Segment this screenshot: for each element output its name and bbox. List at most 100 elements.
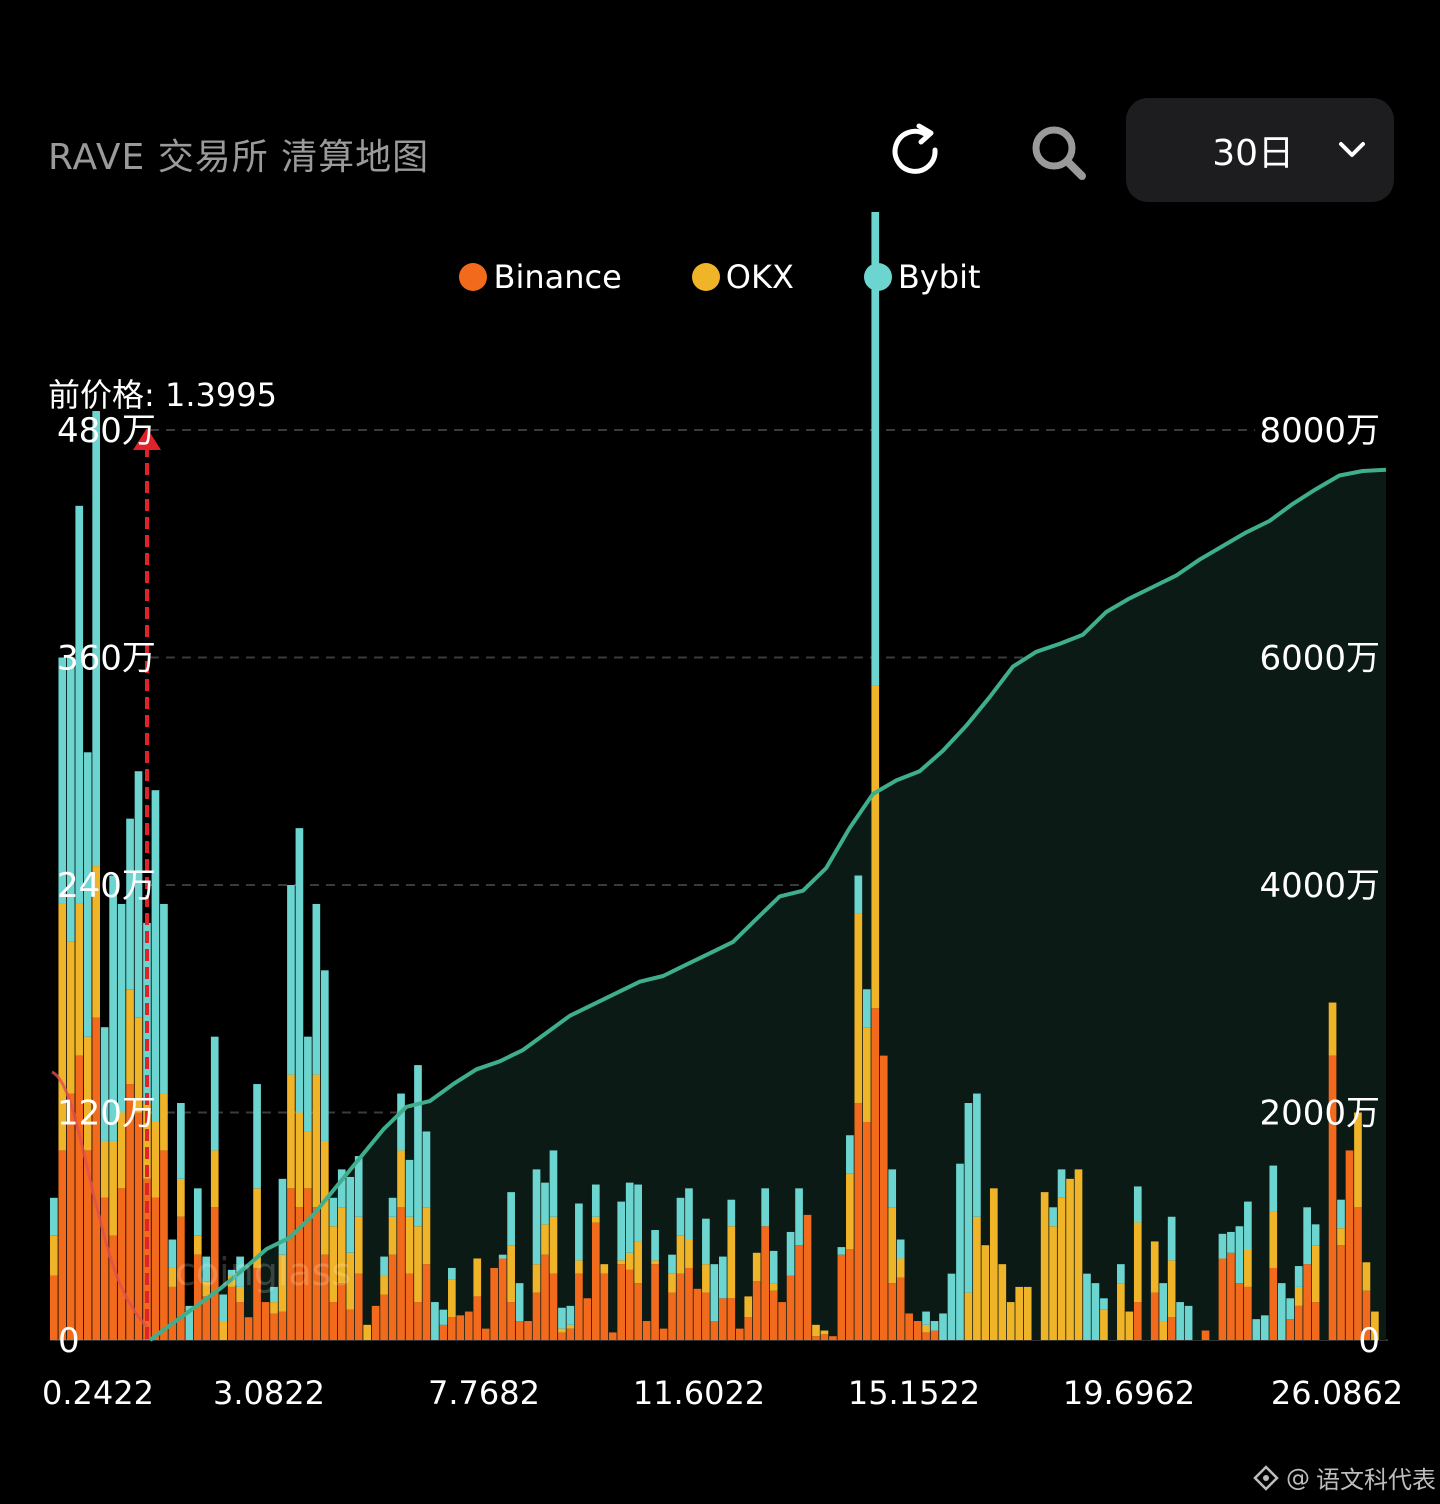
bar-bybit bbox=[1057, 1169, 1066, 1198]
refresh-icon[interactable] bbox=[885, 120, 949, 184]
bar-binance bbox=[1201, 1330, 1210, 1340]
bar-bybit bbox=[956, 1163, 964, 1340]
bar-binance bbox=[329, 1302, 338, 1340]
bar-bybit bbox=[1311, 1224, 1320, 1246]
bar-okx bbox=[752, 1252, 761, 1282]
bar-okx bbox=[575, 1260, 583, 1274]
bar-bybit bbox=[871, 211, 880, 686]
bar-binance bbox=[414, 1302, 422, 1340]
left-axis-tick: 360万 bbox=[57, 639, 156, 679]
bar-bybit bbox=[930, 1321, 939, 1331]
right-axis-tick: 0 bbox=[1358, 1321, 1380, 1361]
bar-bybit bbox=[278, 1178, 287, 1255]
page-title: RAVE 交易所 清算地图 bbox=[48, 137, 430, 178]
bar-bybit bbox=[922, 1311, 930, 1325]
bar-bybit bbox=[1277, 1283, 1286, 1341]
bar-bybit bbox=[964, 1103, 973, 1293]
search-icon[interactable] bbox=[1026, 120, 1090, 184]
bar-binance bbox=[507, 1302, 515, 1340]
bar-binance bbox=[1345, 1150, 1354, 1340]
bar-binance bbox=[405, 1273, 414, 1340]
bar-okx bbox=[973, 1216, 981, 1340]
bar-okx bbox=[422, 1207, 431, 1265]
bar-binance bbox=[473, 1296, 482, 1340]
bar-okx bbox=[354, 1216, 363, 1274]
coinglass-watermark: coinglass bbox=[175, 1250, 351, 1294]
bar-okx bbox=[92, 866, 101, 1018]
bar-binance bbox=[693, 1288, 702, 1340]
bar-binance bbox=[1311, 1302, 1320, 1340]
bar-okx bbox=[151, 1121, 160, 1198]
bar-binance bbox=[642, 1321, 651, 1340]
bar-binance bbox=[1269, 1267, 1278, 1340]
bar-bybit bbox=[1117, 1264, 1125, 1284]
bar-bybit bbox=[1260, 1315, 1269, 1340]
bar-bybit bbox=[1235, 1226, 1244, 1284]
bar-okx bbox=[1328, 1002, 1337, 1056]
bar-bybit bbox=[1176, 1302, 1184, 1340]
bar-okx bbox=[346, 1252, 355, 1310]
bar-binance bbox=[66, 1093, 75, 1340]
bar-bybit bbox=[270, 1286, 278, 1303]
bar-okx bbox=[617, 1260, 626, 1265]
right-axis-tick: 4000万 bbox=[1259, 866, 1380, 906]
bar-binance bbox=[930, 1330, 939, 1340]
bar-binance bbox=[50, 1275, 58, 1340]
bar-binance bbox=[1244, 1286, 1252, 1340]
time-range-dropdown[interactable]: 30日 bbox=[1126, 98, 1394, 202]
bar-bybit bbox=[329, 1197, 338, 1227]
bar-binance bbox=[812, 1336, 820, 1340]
bar-okx bbox=[1244, 1249, 1252, 1287]
bar-binance bbox=[549, 1273, 558, 1340]
bar-okx bbox=[363, 1324, 371, 1340]
bar-binance bbox=[227, 1286, 236, 1340]
left-axis-tick: 0 bbox=[58, 1321, 80, 1361]
bar-binance bbox=[625, 1269, 634, 1340]
bar-binance bbox=[651, 1264, 659, 1340]
bar-okx bbox=[117, 1112, 126, 1189]
bar-binance bbox=[1167, 1317, 1176, 1340]
bar-bybit bbox=[939, 1313, 947, 1340]
bar-bybit bbox=[151, 790, 160, 1122]
bar-binance bbox=[75, 1055, 84, 1341]
bar-okx bbox=[193, 1235, 202, 1255]
left-axis-tick: 480万 bbox=[57, 411, 156, 451]
legend-item-bybit[interactable]: Bybit bbox=[863, 258, 981, 296]
bar-binance bbox=[524, 1321, 532, 1340]
bar-binance bbox=[541, 1254, 549, 1340]
bar-okx bbox=[75, 903, 84, 1056]
bar-bybit bbox=[210, 1036, 219, 1151]
bar-bybit bbox=[295, 828, 304, 1113]
current-price-marker bbox=[133, 428, 161, 450]
bar-bybit bbox=[1303, 1207, 1311, 1265]
bar-binance bbox=[1286, 1319, 1295, 1340]
bar-bybit bbox=[761, 1188, 770, 1227]
bar-bybit bbox=[947, 1273, 956, 1340]
bar-bybit bbox=[304, 1036, 312, 1132]
legend-item-okx[interactable]: OKX bbox=[691, 258, 794, 296]
bar-binance bbox=[685, 1267, 693, 1340]
bar-okx bbox=[676, 1235, 685, 1274]
bar-okx bbox=[685, 1239, 693, 1268]
bar-okx bbox=[448, 1279, 456, 1318]
bar-binance bbox=[287, 1188, 295, 1340]
bar-binance bbox=[92, 1017, 101, 1340]
x-axis-tick: 3.0822 bbox=[213, 1374, 325, 1412]
watermark-text: 语文科代表 bbox=[1316, 1466, 1436, 1494]
bar-bybit bbox=[668, 1254, 676, 1274]
bar-okx bbox=[989, 1188, 998, 1340]
bar-bybit bbox=[973, 1093, 981, 1217]
bar-okx bbox=[1074, 1169, 1083, 1341]
bar-binance bbox=[795, 1245, 803, 1340]
x-axis-tick: 7.7682 bbox=[428, 1374, 540, 1412]
bar-binance bbox=[448, 1317, 456, 1340]
bar-binance bbox=[244, 1317, 253, 1340]
bar-okx bbox=[168, 1267, 177, 1287]
bar-binance bbox=[278, 1311, 287, 1340]
bar-binance bbox=[1227, 1252, 1235, 1340]
bar-okx bbox=[668, 1273, 676, 1293]
legend-item-binance[interactable]: Binance bbox=[459, 258, 622, 296]
legend-label: OKX bbox=[725, 258, 794, 296]
bar-binance bbox=[1294, 1305, 1303, 1341]
bar-okx bbox=[896, 1258, 905, 1278]
